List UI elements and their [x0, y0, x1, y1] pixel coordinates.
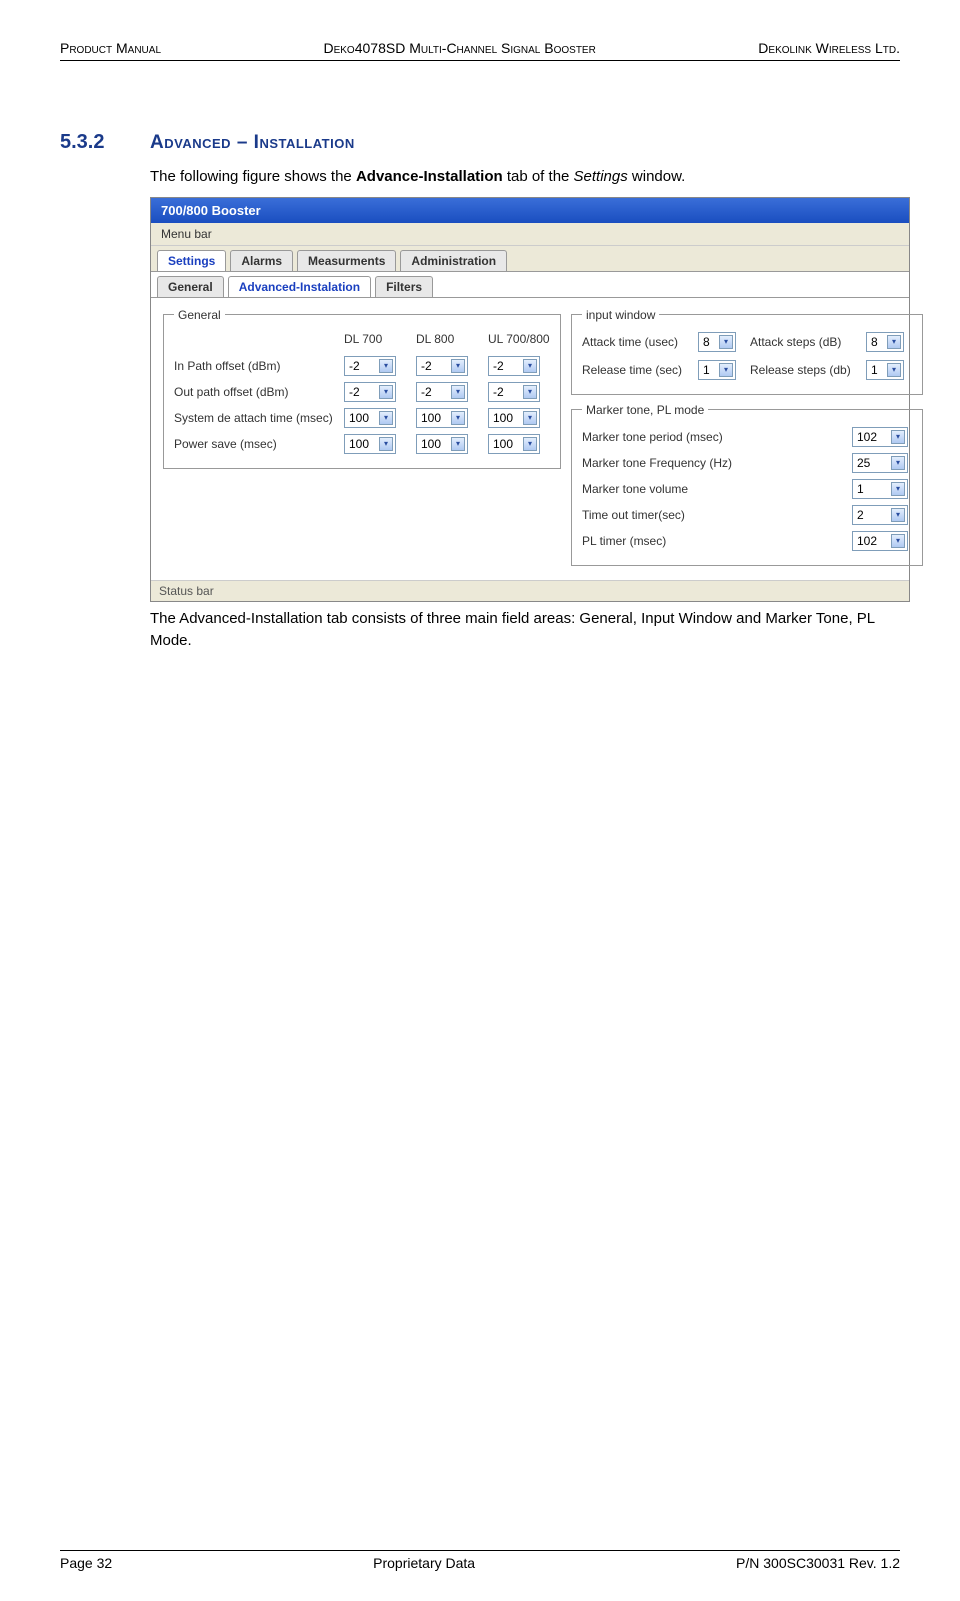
col-ul: UL 700/800	[488, 332, 550, 350]
input-window-fieldset: input window Attack time (usec) 8▾ Attac…	[571, 308, 923, 395]
sub-tab-row: General Advanced-Instalation Filters	[151, 271, 909, 297]
header-right: Dekolink Wireless Ltd.	[758, 40, 900, 56]
chevron-down-icon: ▾	[891, 534, 905, 548]
in-path-dl800[interactable]: -2▾	[416, 356, 468, 376]
col-dl700: DL 700	[344, 332, 406, 350]
main-tab-row: Settings Alarms Measurments Administrati…	[151, 246, 909, 271]
chevron-down-icon: ▾	[523, 359, 537, 373]
chevron-down-icon: ▾	[523, 385, 537, 399]
subtab-advanced[interactable]: Advanced-Instalation	[228, 276, 371, 297]
marker-row-label: Marker tone period (msec)	[582, 430, 844, 444]
marker-freq-select[interactable]: 25▾	[852, 453, 908, 473]
chevron-down-icon: ▾	[451, 411, 465, 425]
section-title: Advanced – Installation	[150, 132, 355, 154]
deattach-dl700[interactable]: 100▾	[344, 408, 396, 428]
powersave-dl800[interactable]: 100▾	[416, 434, 468, 454]
subtab-filters[interactable]: Filters	[375, 276, 433, 297]
attack-time-select[interactable]: 8▾	[698, 332, 736, 352]
marker-row-label: Marker tone volume	[582, 482, 844, 496]
timeout-timer-select[interactable]: 2▾	[852, 505, 908, 525]
footer-right: P/N 300SC30031 Rev. 1.2	[736, 1555, 900, 1571]
attack-steps-label: Attack steps (dB)	[750, 335, 860, 349]
page-header: Product Manual Deko4078SD Multi-Channel …	[60, 40, 900, 61]
out-path-dl700[interactable]: -2▾	[344, 382, 396, 402]
chevron-down-icon: ▾	[891, 430, 905, 444]
general-legend: General	[174, 308, 225, 322]
col-dl800: DL 800	[416, 332, 478, 350]
marker-row-label: Time out timer(sec)	[582, 508, 844, 522]
in-path-dl700[interactable]: -2▾	[344, 356, 396, 376]
input-window-legend: input window	[582, 308, 659, 322]
header-center: Deko4078SD Multi-Channel Signal Booster	[323, 40, 595, 56]
chevron-down-icon: ▾	[379, 385, 393, 399]
tab-settings[interactable]: Settings	[157, 250, 226, 271]
release-steps-select[interactable]: 1▾	[866, 360, 904, 380]
settings-window: 700/800 Booster Menu bar Settings Alarms…	[150, 197, 910, 602]
release-time-select[interactable]: 1▾	[698, 360, 736, 380]
chevron-down-icon: ▾	[379, 359, 393, 373]
deattach-ul[interactable]: 100▾	[488, 408, 540, 428]
chevron-down-icon: ▾	[451, 385, 465, 399]
chevron-down-icon: ▾	[891, 456, 905, 470]
row-label: Power save (msec)	[174, 437, 334, 451]
chevron-down-icon: ▾	[379, 411, 393, 425]
section-heading: 5.3.2 Advanced – Installation	[60, 131, 900, 154]
window-titlebar: 700/800 Booster	[151, 198, 909, 223]
marker-period-select[interactable]: 102▾	[852, 427, 908, 447]
subtab-general[interactable]: General	[157, 276, 224, 297]
powersave-ul[interactable]: 100▾	[488, 434, 540, 454]
footer-center: Proprietary Data	[373, 1555, 475, 1571]
page-footer: Page 32 Proprietary Data P/N 300SC30031 …	[60, 1550, 900, 1571]
marker-row-label: PL timer (msec)	[582, 534, 844, 548]
tab-measurements[interactable]: Measurments	[297, 250, 396, 271]
chevron-down-icon: ▾	[891, 482, 905, 496]
out-path-ul[interactable]: -2▾	[488, 382, 540, 402]
attack-steps-select[interactable]: 8▾	[866, 332, 904, 352]
release-steps-label: Release steps (db)	[750, 363, 860, 377]
marker-volume-select[interactable]: 1▾	[852, 479, 908, 499]
attack-time-label: Attack time (usec)	[582, 335, 692, 349]
chevron-down-icon: ▾	[523, 437, 537, 451]
deattach-dl800[interactable]: 100▾	[416, 408, 468, 428]
chevron-down-icon: ▾	[451, 437, 465, 451]
header-left: Product Manual	[60, 40, 161, 56]
pl-timer-select[interactable]: 102▾	[852, 531, 908, 551]
footer-left: Page 32	[60, 1555, 112, 1571]
panel-area: General DL 700 DL 800 UL 700/800 In Path…	[151, 297, 909, 580]
section-number: 5.3.2	[60, 131, 130, 154]
chevron-down-icon: ▾	[891, 508, 905, 522]
row-label: In Path offset (dBm)	[174, 359, 334, 373]
chevron-down-icon: ▾	[719, 363, 733, 377]
intro-text: The following figure shows the Advance-I…	[150, 166, 900, 189]
marker-tone-legend: Marker tone, PL mode	[582, 403, 708, 417]
status-bar: Status bar	[151, 580, 909, 601]
tab-alarms[interactable]: Alarms	[230, 250, 293, 271]
powersave-dl700[interactable]: 100▾	[344, 434, 396, 454]
chevron-down-icon: ▾	[719, 335, 733, 349]
chevron-down-icon: ▾	[451, 359, 465, 373]
chevron-down-icon: ▾	[887, 335, 901, 349]
release-time-label: Release time (sec)	[582, 363, 692, 377]
out-path-dl800[interactable]: -2▾	[416, 382, 468, 402]
chevron-down-icon: ▾	[887, 363, 901, 377]
row-label: System de attach time (msec)	[174, 411, 334, 425]
outro-text: The Advanced-Installation tab consists o…	[150, 608, 900, 653]
row-label: Out path offset (dBm)	[174, 385, 334, 399]
general-fieldset: General DL 700 DL 800 UL 700/800 In Path…	[163, 308, 561, 469]
chevron-down-icon: ▾	[523, 411, 537, 425]
in-path-ul[interactable]: -2▾	[488, 356, 540, 376]
marker-tone-fieldset: Marker tone, PL mode Marker tone period …	[571, 403, 923, 566]
menu-bar[interactable]: Menu bar	[151, 223, 909, 246]
tab-administration[interactable]: Administration	[400, 250, 507, 271]
chevron-down-icon: ▾	[379, 437, 393, 451]
marker-row-label: Marker tone Frequency (Hz)	[582, 456, 844, 470]
